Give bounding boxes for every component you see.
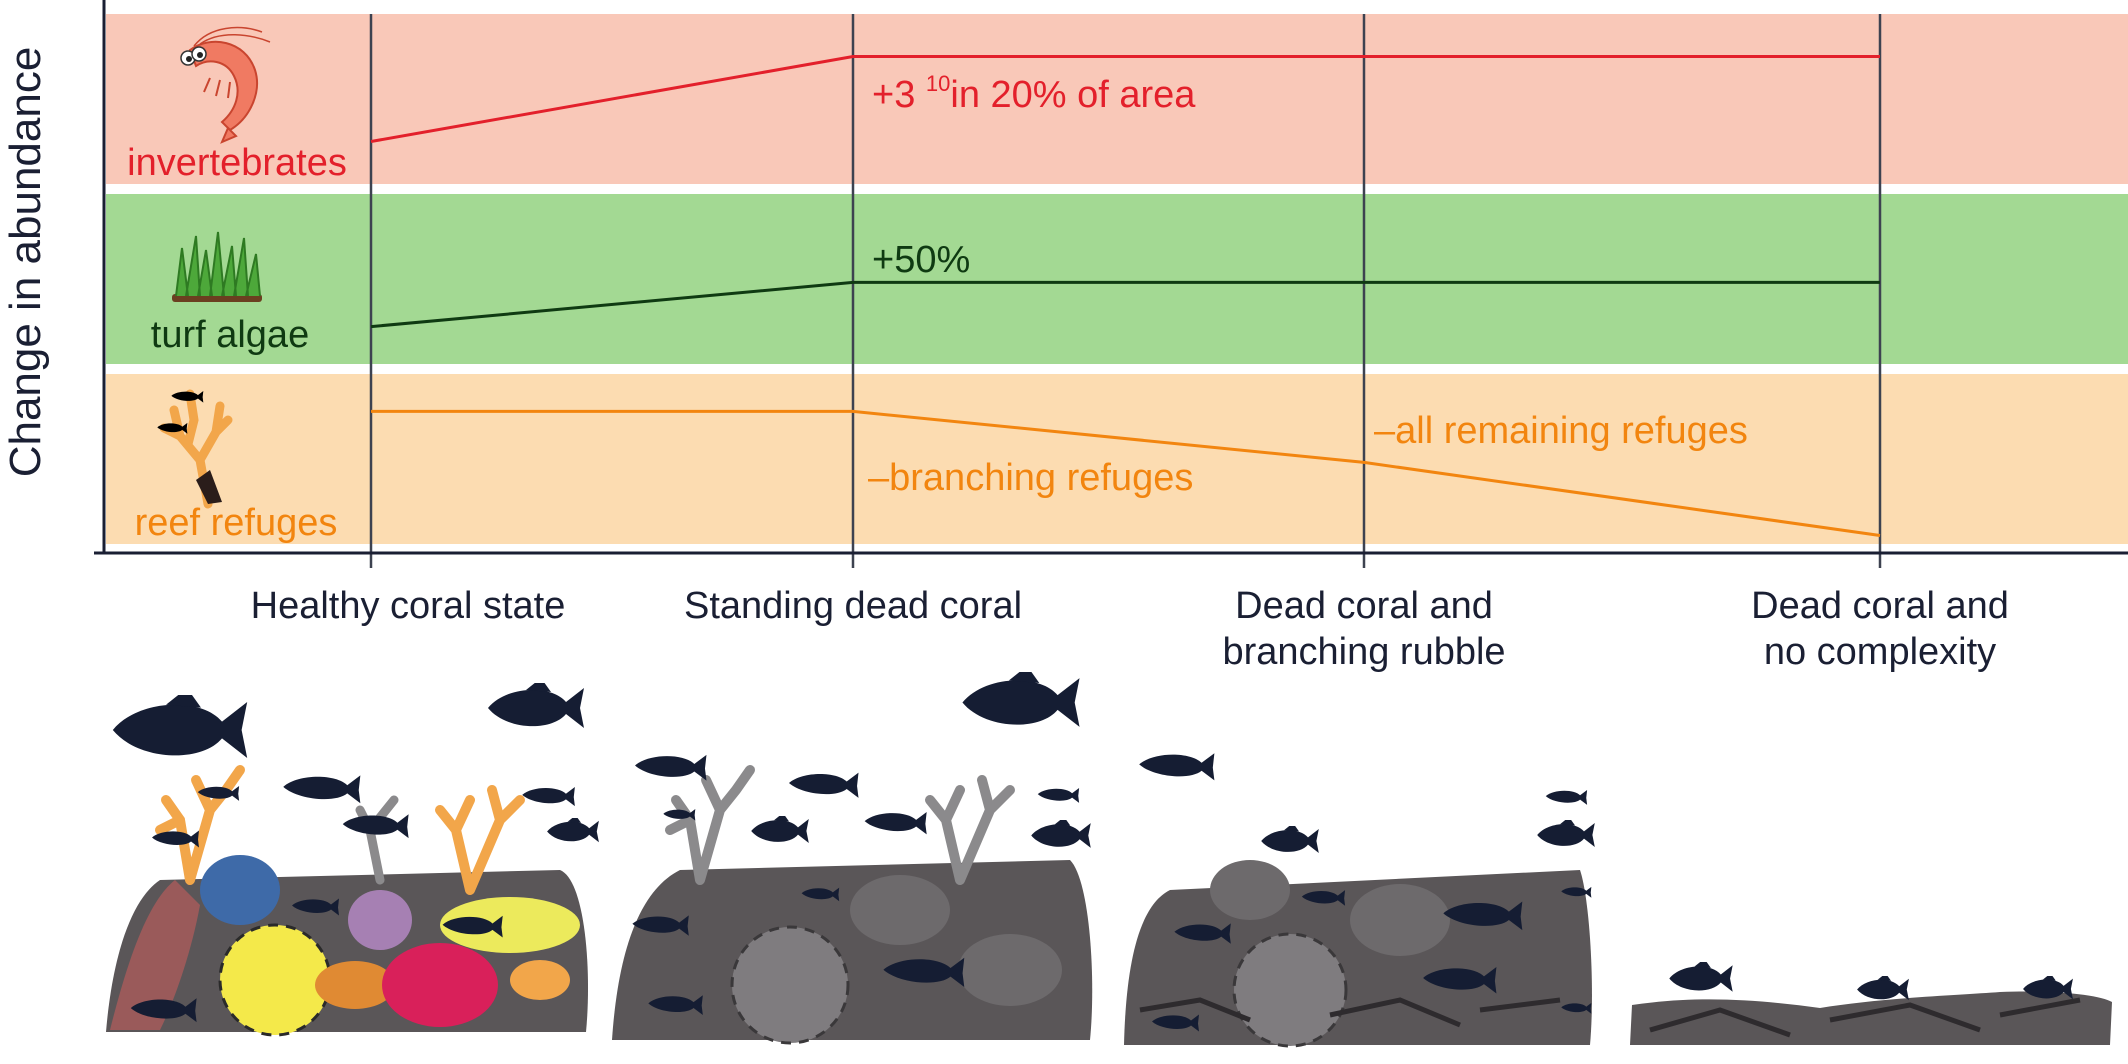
invertebrates-band	[106, 14, 2128, 184]
series-line-reef-refuges	[371, 409, 1881, 537]
state-dividers	[369, 14, 1882, 568]
turf-algae-band	[106, 194, 2128, 364]
row-label-turf-algae: turf algae	[151, 314, 309, 356]
reef-scene-standing-dead	[612, 672, 1093, 1045]
reef-scene-rubble	[1124, 753, 1595, 1048]
row-label-invertebrates: invertebrates	[127, 142, 347, 184]
state-label: Healthy coral state	[251, 585, 566, 627]
shrimp-icon	[180, 26, 271, 144]
state-label: Standing dead coral	[684, 585, 1022, 627]
reef-scene-no-complexity	[1630, 962, 2112, 1045]
grass-icon	[172, 231, 262, 302]
reef-refuges-band	[106, 374, 2128, 544]
series-line-invertebrates	[370, 55, 1880, 143]
state-label: Dead coral and branching rubble	[1222, 585, 1505, 673]
refuges-annotation-branching: –branching refuges	[868, 457, 1193, 499]
invertebrates-annotation: +3 10in 20% of area	[872, 71, 1196, 116]
row-label-reef-refuges: reef refuges	[135, 502, 338, 544]
series-line-turf-algae	[370, 280, 1880, 329]
state-labels: Healthy coral state Standing dead coral De…	[251, 585, 2009, 673]
state-label: Dead coral and no complexity	[1751, 585, 2009, 673]
reef-scene-healthy	[106, 683, 599, 1037]
y-axis-label: Change in abundance	[1, 47, 50, 478]
turf-algae-annotation: +50%	[872, 239, 970, 281]
refuges-annotation-remaining: –all remaining refuges	[1374, 410, 1748, 452]
branching-coral-icon	[157, 389, 233, 509]
